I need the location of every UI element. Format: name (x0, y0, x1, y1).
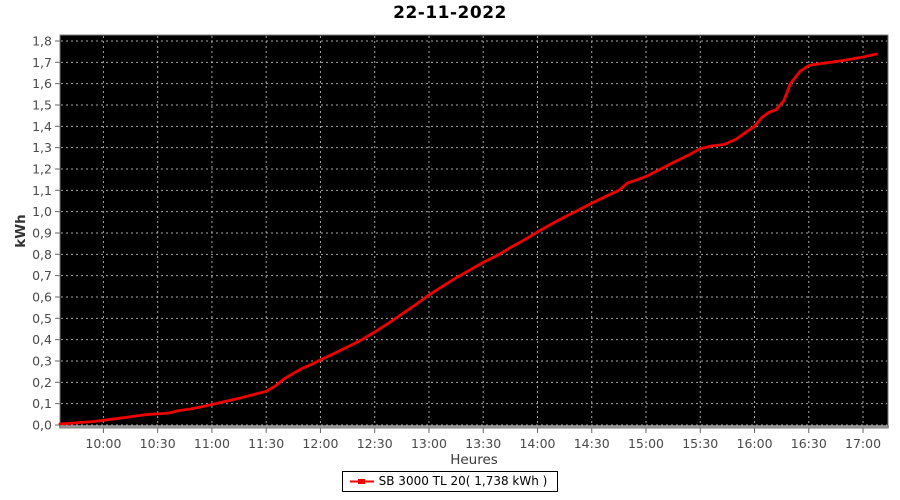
svg-text:0,2: 0,2 (32, 375, 52, 390)
legend: SB 3000 TL 20( 1,738 kWh ) (0, 471, 900, 492)
svg-text:0,0: 0,0 (32, 418, 52, 433)
svg-text:16:30: 16:30 (791, 436, 827, 451)
svg-text:1,5: 1,5 (32, 98, 52, 113)
svg-text:12:00: 12:00 (302, 436, 338, 451)
svg-text:13:00: 13:00 (411, 436, 447, 451)
x-axis-title: Heures (450, 452, 498, 468)
svg-text:1,4: 1,4 (32, 119, 52, 134)
svg-text:16:00: 16:00 (737, 436, 773, 451)
plot-area: 0,0 0,1 0,2 0,3 0,4 0,5 0,6 0,7 0,8 0,9 1,0 1,1 1,2 1… (32, 34, 889, 451)
svg-text:0,5: 0,5 (32, 311, 52, 326)
svg-text:10:30: 10:30 (140, 436, 176, 451)
legend-label: SB 3000 TL 20( 1,738 kWh ) (378, 474, 548, 488)
svg-text:1,3: 1,3 (32, 140, 52, 155)
svg-text:0,3: 0,3 (32, 354, 52, 369)
svg-text:1,6: 1,6 (32, 76, 52, 91)
svg-text:0,8: 0,8 (32, 247, 52, 262)
svg-text:1,8: 1,8 (32, 34, 52, 49)
svg-text:17:00: 17:00 (845, 436, 881, 451)
chart-title: 22-11-2022 (393, 3, 507, 23)
svg-text:15:30: 15:30 (682, 436, 718, 451)
svg-text:10:00: 10:00 (85, 436, 121, 451)
svg-text:0,7: 0,7 (32, 268, 52, 283)
svg-text:1,7: 1,7 (32, 55, 52, 70)
svg-text:0,1: 0,1 (32, 396, 52, 411)
svg-text:14:30: 14:30 (574, 436, 610, 451)
svg-text:14:00: 14:00 (519, 436, 555, 451)
svg-text:1,1: 1,1 (32, 183, 52, 198)
svg-text:11:00: 11:00 (194, 436, 230, 451)
svg-text:0,9: 0,9 (32, 226, 52, 241)
svg-text:12:30: 12:30 (357, 436, 393, 451)
svg-text:15:00: 15:00 (628, 436, 664, 451)
series-line-icon (349, 478, 374, 484)
svg-text:0,6: 0,6 (32, 290, 52, 305)
svg-text:1,0: 1,0 (32, 204, 52, 219)
legend-box: SB 3000 TL 20( 1,738 kWh ) (341, 471, 559, 492)
svg-text:1,2: 1,2 (32, 162, 52, 177)
svg-text:13:30: 13:30 (465, 436, 501, 451)
svg-text:0,4: 0,4 (32, 332, 52, 347)
svg-text:11:30: 11:30 (248, 436, 284, 451)
